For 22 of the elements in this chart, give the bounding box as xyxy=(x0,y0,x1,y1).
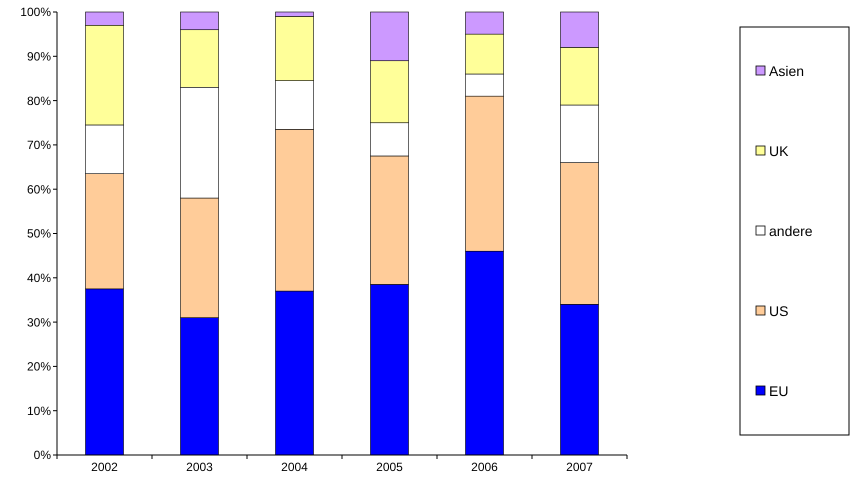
x-tick-label: 2006 xyxy=(471,460,498,474)
x-tick-label: 2002 xyxy=(91,460,118,474)
legend-label: UK xyxy=(769,142,790,159)
legend-label: US xyxy=(769,302,788,319)
y-tick-label: 0% xyxy=(34,448,52,462)
y-tick-label: 30% xyxy=(26,315,52,330)
y-tick-label: 10% xyxy=(26,404,52,418)
y-tick-label: 90% xyxy=(26,50,52,64)
y-tick-label: 50% xyxy=(26,226,52,241)
y-tick-label: 40% xyxy=(26,271,52,285)
legend-label: andere xyxy=(769,222,813,239)
legend-label: EU xyxy=(769,382,788,399)
x-tick-label: 2005 xyxy=(376,460,404,474)
y-tick-label: 100% xyxy=(20,5,52,20)
y-tick-label: 70% xyxy=(26,138,52,152)
y-tick-label: 80% xyxy=(26,94,52,108)
legend-label: Asien xyxy=(769,62,804,79)
x-tick-label: 2007 xyxy=(566,460,594,474)
y-tick-label: 20% xyxy=(26,360,52,374)
x-tick-label: 2004 xyxy=(281,460,308,474)
x-tick-label: 2003 xyxy=(186,460,214,474)
y-tick-label: 60% xyxy=(26,182,52,196)
